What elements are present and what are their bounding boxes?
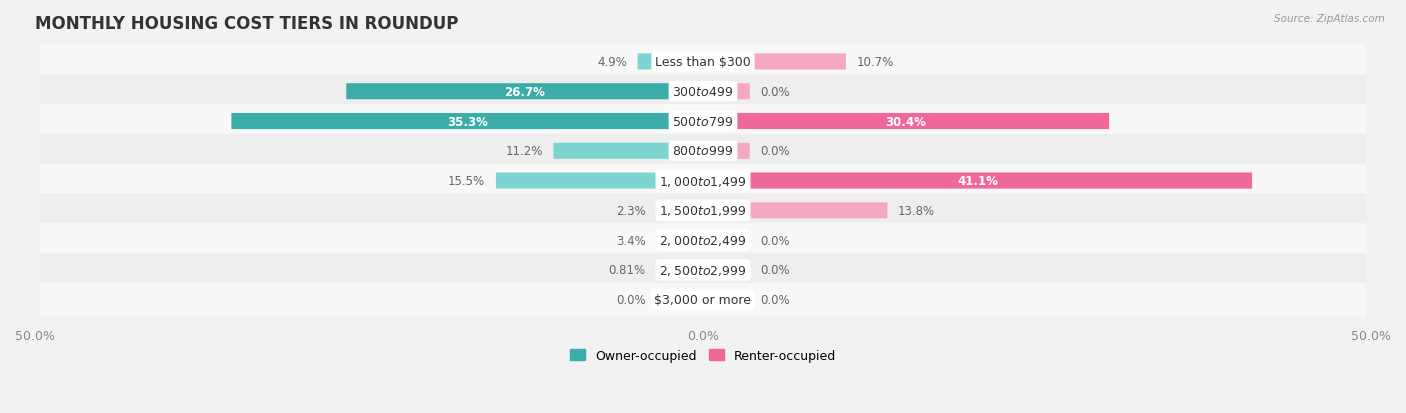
Text: $300 to $499: $300 to $499 <box>672 85 734 98</box>
FancyBboxPatch shape <box>703 233 749 249</box>
Text: 3.4%: 3.4% <box>616 234 645 247</box>
Text: MONTHLY HOUSING COST TIERS IN ROUNDUP: MONTHLY HOUSING COST TIERS IN ROUNDUP <box>35 15 458 33</box>
FancyBboxPatch shape <box>657 292 703 308</box>
Text: 2.3%: 2.3% <box>616 204 645 217</box>
Text: 35.3%: 35.3% <box>447 115 488 128</box>
FancyBboxPatch shape <box>657 262 703 278</box>
FancyBboxPatch shape <box>39 194 1367 228</box>
FancyBboxPatch shape <box>657 203 703 219</box>
Text: 15.5%: 15.5% <box>449 175 485 188</box>
Text: Less than $300: Less than $300 <box>655 56 751 69</box>
FancyBboxPatch shape <box>703 292 749 308</box>
Text: $2,500 to $2,999: $2,500 to $2,999 <box>659 263 747 277</box>
FancyBboxPatch shape <box>703 262 749 278</box>
Text: 0.0%: 0.0% <box>761 234 790 247</box>
FancyBboxPatch shape <box>554 143 703 159</box>
FancyBboxPatch shape <box>232 114 703 130</box>
FancyBboxPatch shape <box>39 135 1367 169</box>
Text: 30.4%: 30.4% <box>886 115 927 128</box>
Text: $1,000 to $1,499: $1,000 to $1,499 <box>659 174 747 188</box>
Text: $1,500 to $1,999: $1,500 to $1,999 <box>659 204 747 218</box>
FancyBboxPatch shape <box>39 253 1367 287</box>
Text: 0.0%: 0.0% <box>616 294 645 306</box>
FancyBboxPatch shape <box>39 105 1367 139</box>
Text: 10.7%: 10.7% <box>856 56 894 69</box>
FancyBboxPatch shape <box>637 54 703 70</box>
FancyBboxPatch shape <box>703 84 749 100</box>
Text: 11.2%: 11.2% <box>505 145 543 158</box>
FancyBboxPatch shape <box>703 143 749 159</box>
Text: $800 to $999: $800 to $999 <box>672 145 734 158</box>
Text: Source: ZipAtlas.com: Source: ZipAtlas.com <box>1274 14 1385 24</box>
FancyBboxPatch shape <box>703 203 887 219</box>
FancyBboxPatch shape <box>496 173 703 189</box>
Text: 4.9%: 4.9% <box>598 56 627 69</box>
FancyBboxPatch shape <box>657 233 703 249</box>
Text: 0.0%: 0.0% <box>761 145 790 158</box>
Text: 41.1%: 41.1% <box>957 175 998 188</box>
FancyBboxPatch shape <box>39 75 1367 109</box>
FancyBboxPatch shape <box>39 223 1367 257</box>
Text: $3,000 or more: $3,000 or more <box>655 294 751 306</box>
Text: 0.0%: 0.0% <box>761 85 790 98</box>
Text: 13.8%: 13.8% <box>898 204 935 217</box>
FancyBboxPatch shape <box>346 84 703 100</box>
Text: 0.0%: 0.0% <box>761 294 790 306</box>
Text: 0.0%: 0.0% <box>761 264 790 277</box>
Text: 0.81%: 0.81% <box>609 264 645 277</box>
Text: 26.7%: 26.7% <box>505 85 546 98</box>
Legend: Owner-occupied, Renter-occupied: Owner-occupied, Renter-occupied <box>565 344 841 367</box>
FancyBboxPatch shape <box>703 173 1253 189</box>
FancyBboxPatch shape <box>39 283 1367 317</box>
FancyBboxPatch shape <box>703 54 846 70</box>
FancyBboxPatch shape <box>39 45 1367 79</box>
Text: $500 to $799: $500 to $799 <box>672 115 734 128</box>
FancyBboxPatch shape <box>703 114 1109 130</box>
Text: $2,000 to $2,499: $2,000 to $2,499 <box>659 234 747 247</box>
FancyBboxPatch shape <box>39 164 1367 198</box>
